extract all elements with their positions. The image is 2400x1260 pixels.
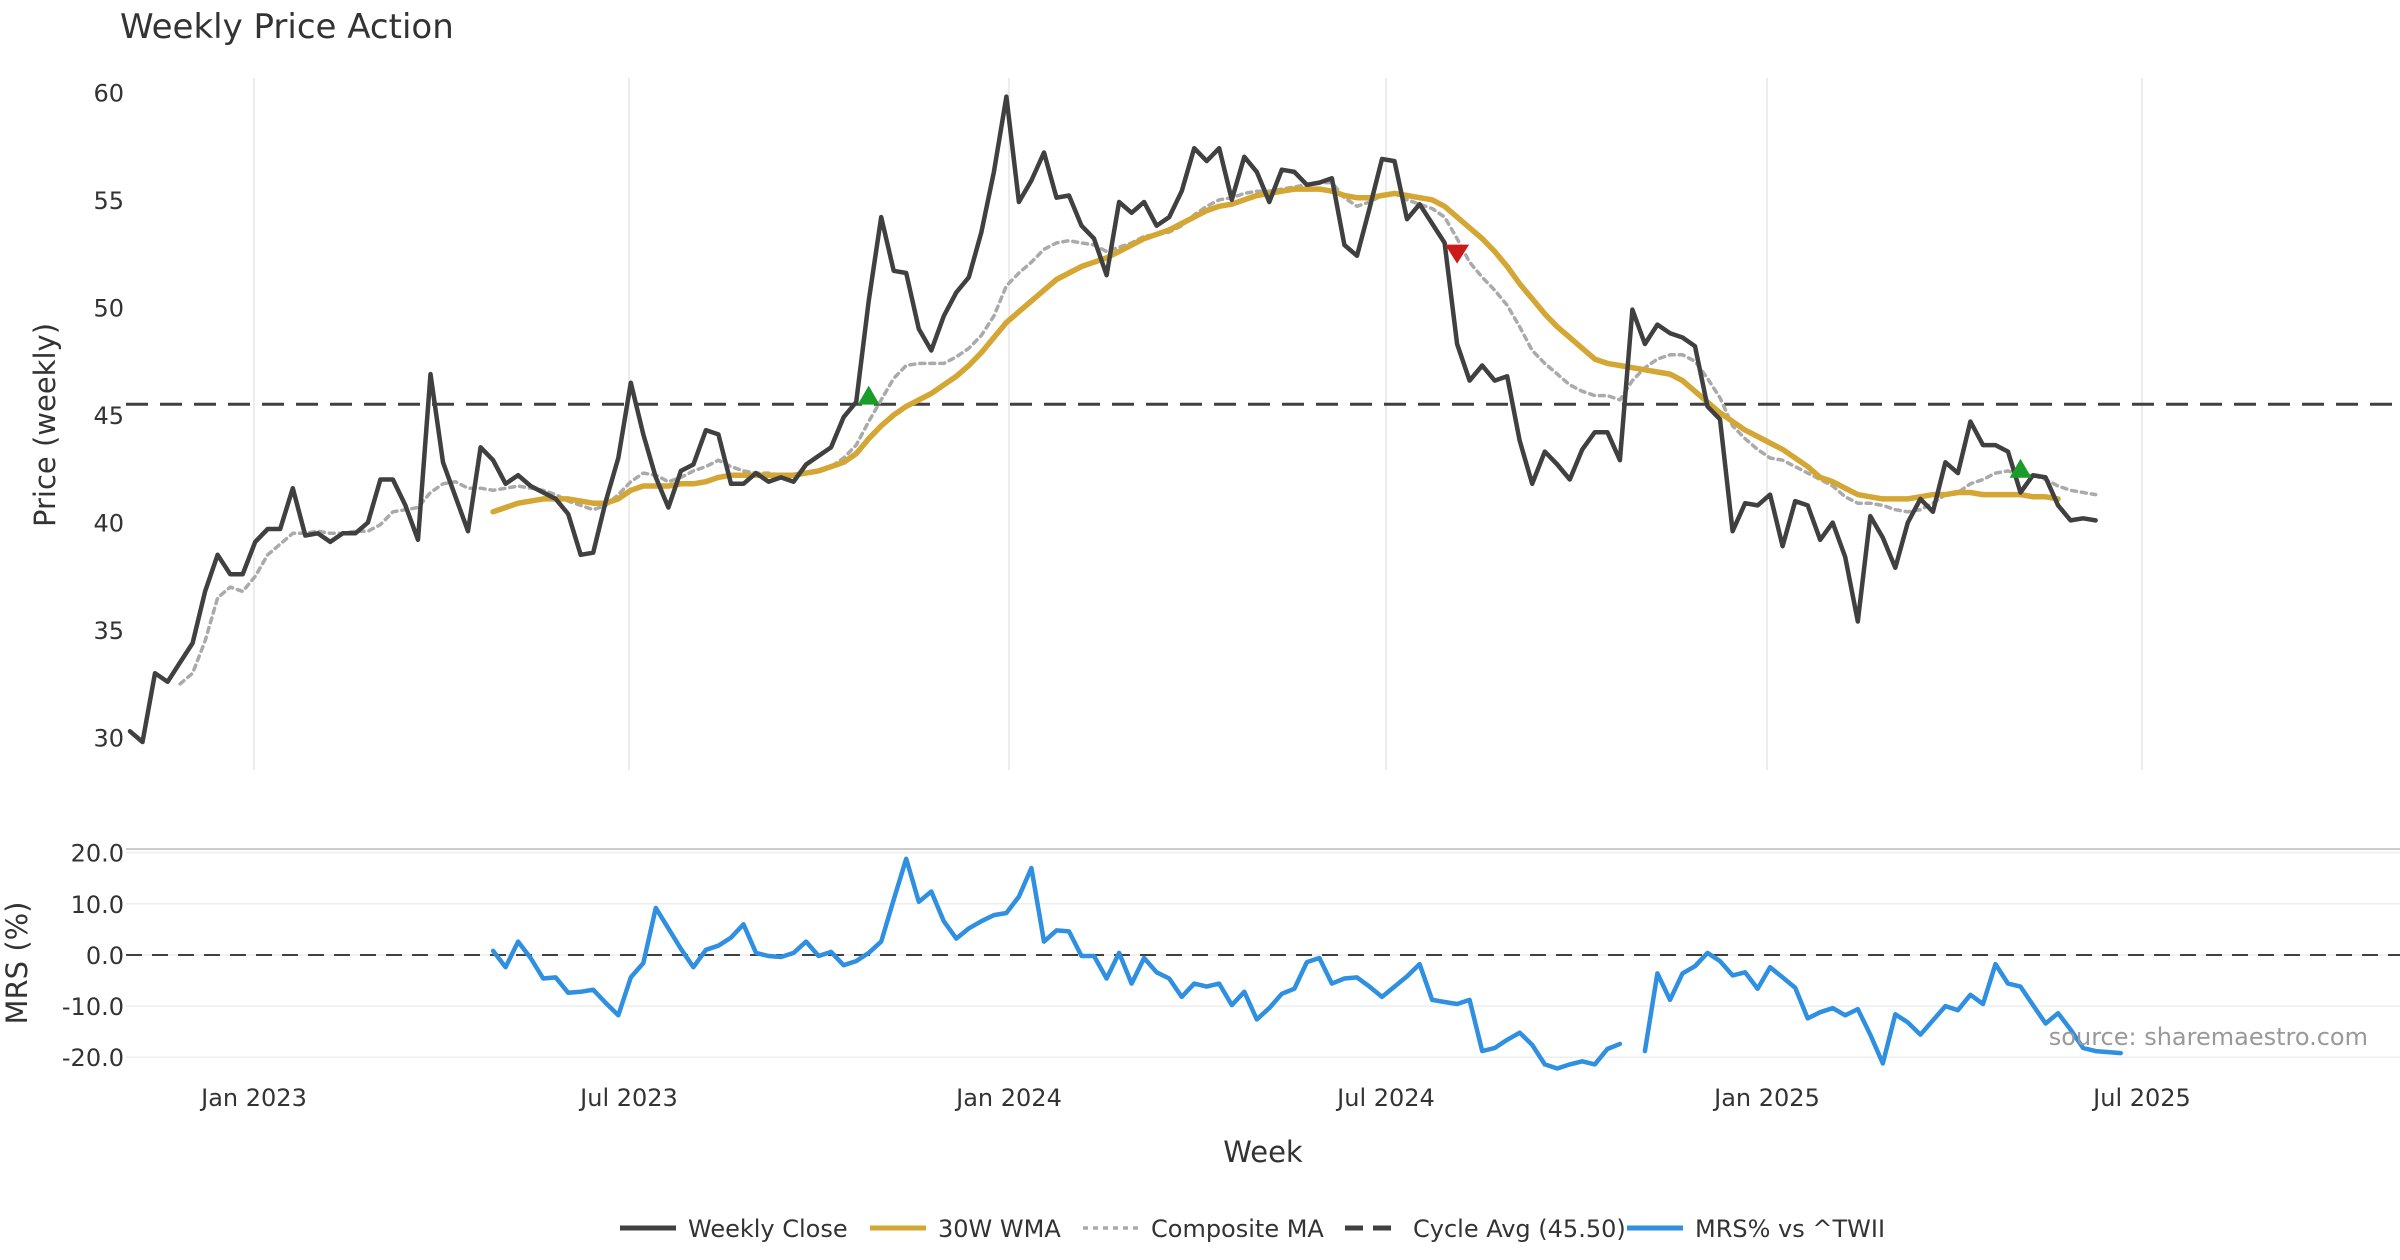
price-y-tick-labels: 30 35 40 45 50 55 60: [93, 79, 124, 752]
price-y-tick: 35: [93, 617, 124, 645]
mrs-y-tick-labels: 20.0 10.0 0.0 -10.0 -20.0: [62, 840, 124, 1073]
price-y-axis-label: Price (weekly): [28, 323, 62, 527]
price-y-tick: 40: [93, 510, 124, 538]
x-tick-label: Jul 2023: [578, 1084, 678, 1112]
buy-signal-marker: [857, 385, 880, 405]
x-tick-label: Jan 2024: [954, 1084, 1062, 1112]
mrs-line: [490, 856, 2123, 1071]
mrs-y-tick: -20.0: [62, 1044, 124, 1072]
x-tick-labels: Jan 2023 Jul 2023 Jan 2024 Jul 2024 Jan 2025…: [199, 1084, 2191, 1112]
sell-signal-marker: [1445, 244, 1470, 264]
x-tick-label: Jul 2025: [2091, 1084, 2191, 1112]
mrs-y-tick: 10.0: [71, 891, 124, 919]
legend-label: Cycle Avg (45.50): [1413, 1215, 1626, 1243]
legend-label: Composite MA: [1151, 1215, 1324, 1243]
signal-markers: [857, 244, 2032, 478]
price-y-tick: 55: [93, 187, 124, 215]
x-axis-label: Week: [1223, 1135, 1303, 1169]
legend-label: MRS% vs ^TWII: [1695, 1215, 1885, 1243]
mrs-y-tick: 0.0: [86, 942, 124, 970]
mrs-y-axis-label: MRS (%): [0, 902, 34, 1025]
source-watermark: source: sharemaestro.com: [2049, 1023, 2368, 1051]
price-y-tick: 60: [93, 79, 124, 107]
legend-label: Weekly Close: [688, 1215, 848, 1243]
mrs-y-tick: 20.0: [71, 840, 124, 868]
x-tick-label: Jul 2024: [1335, 1084, 1435, 1112]
buy-signal-marker: [2009, 458, 2032, 478]
price-y-tick: 30: [93, 725, 124, 753]
x-tick-label: Jan 2023: [199, 1084, 307, 1112]
x-tick-label: Jan 2025: [1712, 1084, 1820, 1112]
legend: Weekly Close 30W WMA Composite MA Cycle Avg…: [620, 1215, 1885, 1243]
mrs-y-tick: -10.0: [62, 993, 124, 1021]
mrs-panel-gridlines: [126, 848, 2400, 1058]
price-y-tick: 50: [93, 294, 124, 322]
weekly-close-line: [127, 94, 2098, 745]
chart-title: Weekly Price Action: [120, 7, 454, 47]
legend-label: 30W WMA: [938, 1215, 1061, 1243]
price-y-tick: 45: [93, 402, 124, 430]
series-layer: [127, 94, 2123, 1071]
